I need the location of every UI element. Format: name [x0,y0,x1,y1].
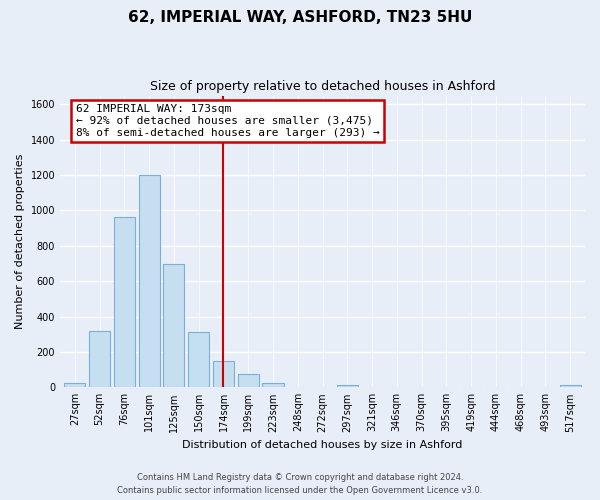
X-axis label: Distribution of detached houses by size in Ashford: Distribution of detached houses by size … [182,440,463,450]
Bar [139,175,160,388]
Bar [213,361,234,388]
Bar [337,384,358,388]
Y-axis label: Number of detached properties: Number of detached properties [15,154,25,329]
Title: Size of property relative to detached houses in Ashford: Size of property relative to detached ho… [150,80,495,93]
Bar [114,216,135,388]
Bar [89,330,110,388]
Bar [262,383,284,388]
Text: 62 IMPERIAL WAY: 173sqm
← 92% of detached houses are smaller (3,475)
8% of semi-: 62 IMPERIAL WAY: 173sqm ← 92% of detache… [76,104,380,138]
Bar [238,374,259,388]
Text: 62, IMPERIAL WAY, ASHFORD, TN23 5HU: 62, IMPERIAL WAY, ASHFORD, TN23 5HU [128,10,472,25]
Bar [188,332,209,388]
Bar [163,264,184,388]
Bar [560,384,581,388]
Text: Contains HM Land Registry data © Crown copyright and database right 2024.
Contai: Contains HM Land Registry data © Crown c… [118,474,482,495]
Bar [64,383,85,388]
